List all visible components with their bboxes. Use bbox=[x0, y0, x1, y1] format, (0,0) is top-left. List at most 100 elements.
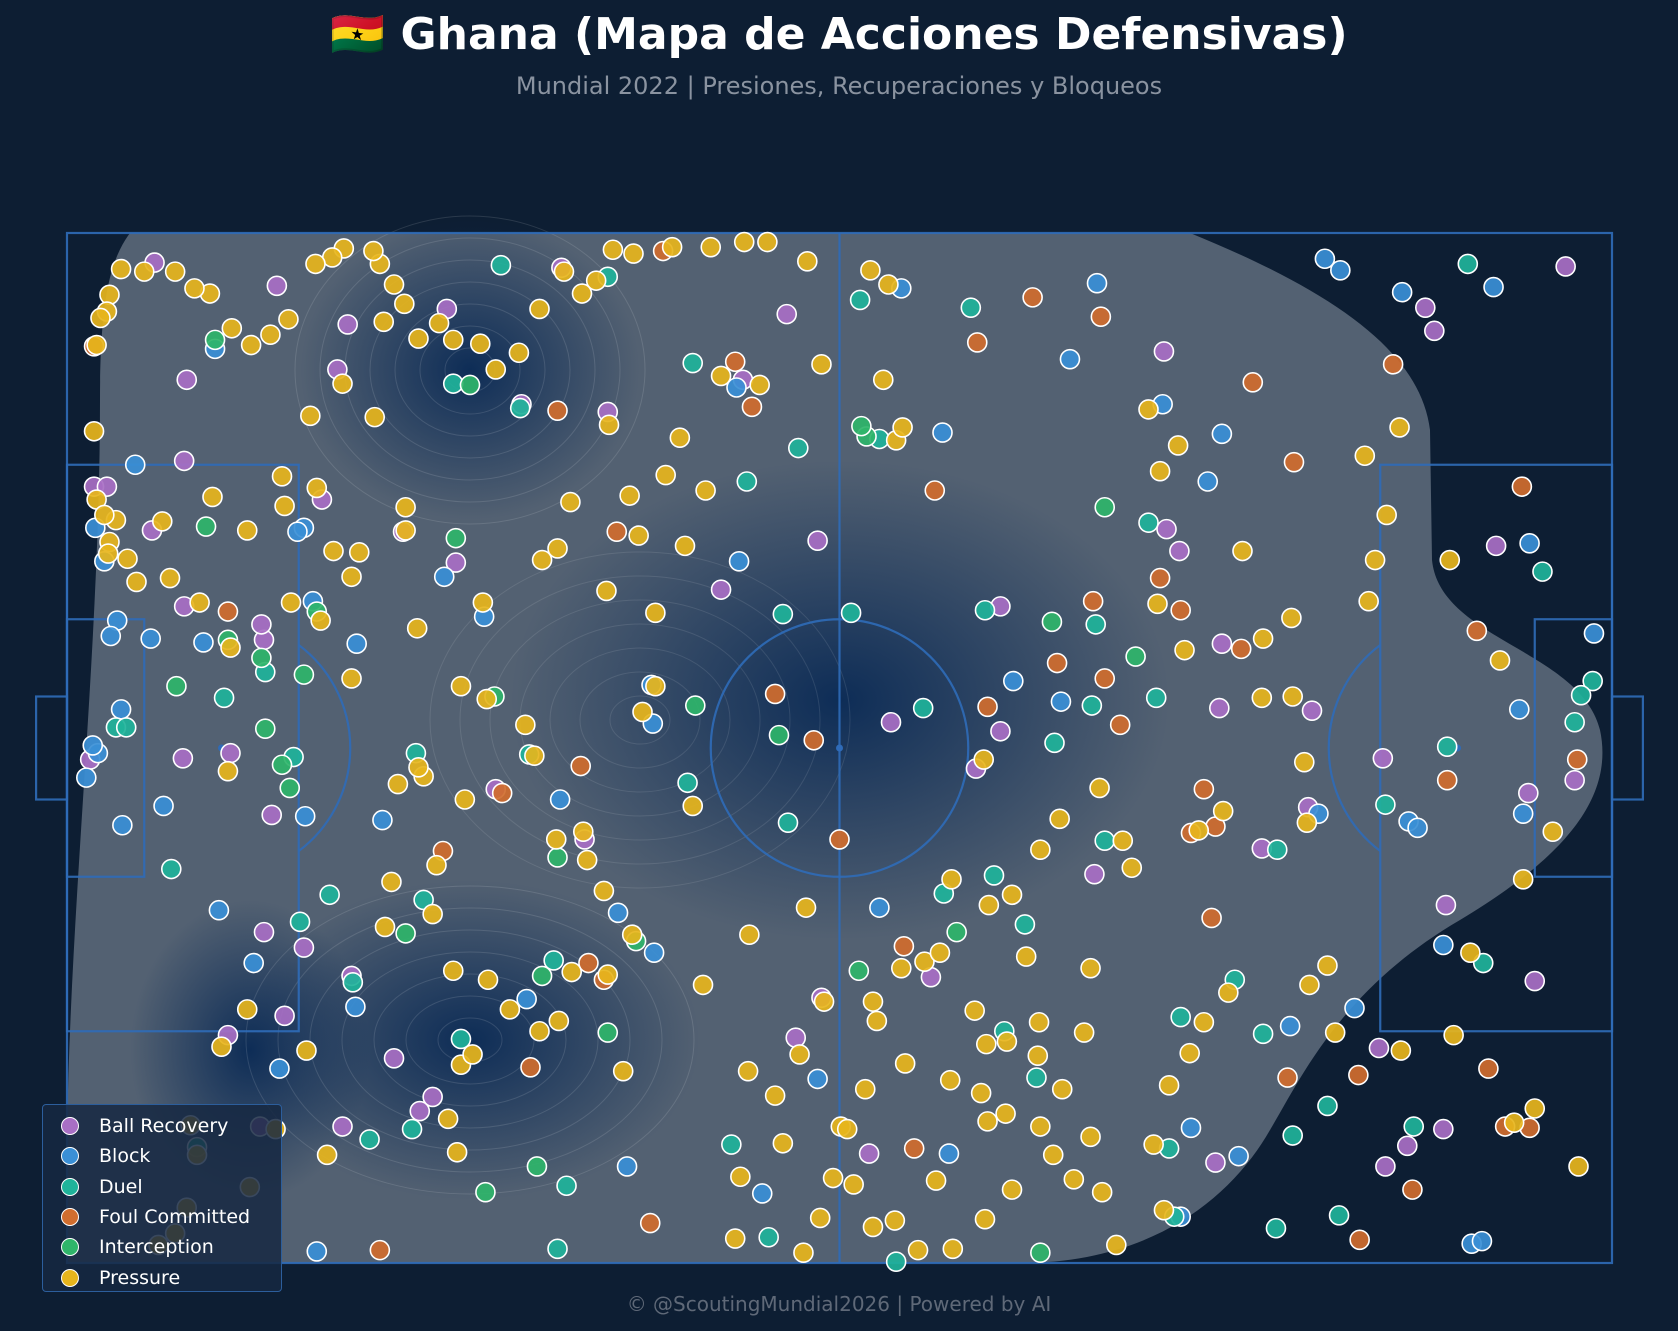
point-interception bbox=[851, 415, 872, 437]
point-pressure bbox=[1080, 957, 1101, 979]
point-ball-recovery bbox=[293, 937, 315, 958]
point-foul-committed bbox=[829, 829, 850, 850]
point-foul-committed bbox=[1283, 451, 1305, 473]
point-duel bbox=[777, 812, 799, 833]
point-pressure bbox=[553, 261, 575, 282]
point-block bbox=[346, 633, 367, 655]
point-pressure bbox=[469, 333, 491, 355]
point-pressure bbox=[499, 999, 521, 1020]
point-duel bbox=[885, 1251, 907, 1273]
point-interception bbox=[946, 921, 967, 943]
point-ball-recovery bbox=[274, 1005, 295, 1027]
point-duel bbox=[1026, 1067, 1047, 1088]
point-pressure bbox=[296, 1040, 317, 1061]
point-pressure bbox=[211, 1036, 232, 1057]
point-pressure bbox=[1193, 1011, 1215, 1033]
point-pressure bbox=[621, 924, 643, 945]
point-block bbox=[516, 988, 537, 1010]
point-duel bbox=[787, 437, 809, 459]
point-ball-recovery bbox=[1209, 697, 1230, 719]
point-block bbox=[345, 996, 366, 1018]
point-pressure bbox=[83, 420, 105, 442]
point-foul-committed bbox=[1149, 567, 1171, 589]
legend-marker bbox=[61, 1208, 79, 1227]
point-pressure bbox=[531, 549, 553, 571]
point-pressure bbox=[117, 548, 138, 570]
point-duel bbox=[1582, 670, 1603, 692]
point-block bbox=[82, 735, 104, 756]
point-duel bbox=[450, 1028, 472, 1050]
legend-item: Interception bbox=[43, 1232, 281, 1262]
point-block bbox=[1330, 260, 1351, 281]
point-pressure bbox=[332, 373, 353, 394]
point-pressure bbox=[892, 417, 913, 438]
point-pressure bbox=[1489, 650, 1511, 671]
point-pressure bbox=[749, 374, 770, 396]
point-duel bbox=[115, 717, 137, 738]
point-pressure bbox=[645, 602, 666, 624]
point-pressure bbox=[274, 495, 295, 517]
point-block bbox=[1407, 817, 1428, 839]
series-block bbox=[76, 248, 1605, 1262]
point-pressure bbox=[995, 1103, 1016, 1124]
point-ball-recovery bbox=[785, 1027, 807, 1048]
legend-label: Ball Recovery bbox=[99, 1115, 229, 1138]
point-pressure bbox=[596, 580, 617, 602]
point-pressure bbox=[202, 486, 223, 508]
point-duel bbox=[319, 884, 340, 906]
legend-item: Pressure bbox=[43, 1262, 281, 1292]
point-pressure bbox=[1051, 1078, 1073, 1100]
point-foul-committed bbox=[1230, 638, 1252, 660]
point-pressure bbox=[597, 964, 619, 985]
point-pressure bbox=[1299, 974, 1320, 996]
point-pressure bbox=[1073, 1022, 1095, 1043]
point-pressure bbox=[306, 477, 328, 499]
point-duel bbox=[160, 858, 182, 880]
legend-label: Foul Committed bbox=[99, 1206, 251, 1229]
point-pressure bbox=[764, 1085, 786, 1106]
point-pressure bbox=[341, 566, 362, 588]
point-block bbox=[100, 625, 122, 647]
point-pressure bbox=[645, 675, 666, 697]
point-duel bbox=[677, 772, 698, 794]
point-pressure bbox=[894, 1053, 916, 1074]
point-pressure bbox=[341, 668, 362, 689]
series-pressure bbox=[83, 231, 1589, 1263]
point-pressure bbox=[632, 701, 653, 723]
chart-subtitle: Mundial 2022 | Presiones, Recuperaciones… bbox=[515, 72, 1163, 100]
series-duel bbox=[105, 253, 1603, 1273]
point-pressure bbox=[1512, 869, 1534, 890]
point-pressure bbox=[929, 942, 951, 964]
point-pressure bbox=[316, 1144, 338, 1166]
point-pressure bbox=[1281, 607, 1302, 629]
point-foul-committed bbox=[1082, 590, 1104, 612]
point-ball-recovery bbox=[266, 275, 288, 297]
legend-label: Block bbox=[99, 1145, 151, 1168]
left-goal bbox=[34, 695, 69, 801]
point-block bbox=[1059, 348, 1081, 370]
point-pressure bbox=[1252, 628, 1274, 649]
point-duel bbox=[342, 972, 364, 993]
point-pressure bbox=[907, 1239, 929, 1261]
point-pressure bbox=[730, 1166, 751, 1188]
point-pressure bbox=[240, 334, 262, 356]
point-block bbox=[1471, 1230, 1493, 1252]
point-pressure bbox=[454, 789, 476, 810]
center-circle bbox=[709, 618, 970, 878]
point-pressure bbox=[1443, 1024, 1464, 1046]
point-interception bbox=[293, 664, 315, 685]
density-contour bbox=[429, 551, 851, 889]
point-pressure bbox=[1439, 549, 1461, 571]
point-interception bbox=[204, 329, 226, 351]
point-pressure bbox=[1158, 1075, 1180, 1096]
point-pressure bbox=[602, 239, 624, 261]
point-pressure bbox=[576, 849, 598, 871]
legend: Ball Recovery Block Duel Foul Committed Inte… bbox=[42, 1104, 282, 1292]
point-duel bbox=[912, 697, 934, 719]
point-pressure bbox=[1028, 1011, 1050, 1033]
point-foul-committed bbox=[924, 480, 946, 501]
point-pressure bbox=[836, 1118, 858, 1140]
point-pressure bbox=[280, 592, 302, 613]
point-foul-committed bbox=[1090, 306, 1112, 327]
point-foul-committed bbox=[606, 521, 628, 543]
